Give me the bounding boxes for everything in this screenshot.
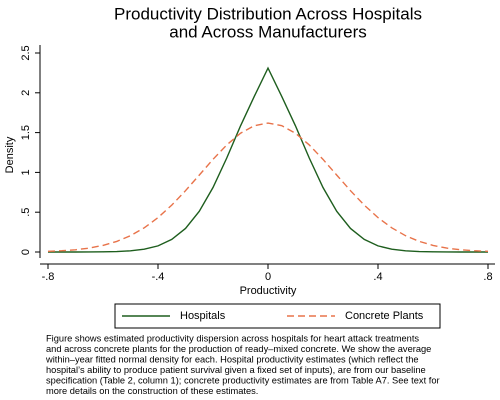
x-tick-label: -.4 <box>152 271 165 283</box>
y-tick-label: 1.5 <box>20 125 32 140</box>
x-tick-label: -.8 <box>42 271 55 283</box>
y-tick-label: 1 <box>20 169 32 175</box>
x-axis-label: Productivity <box>240 285 297 297</box>
caption-line: and across concrete plants for the produ… <box>46 344 431 354</box>
data-line <box>48 66 488 253</box>
x-tick-label: .8 <box>483 271 492 283</box>
legend-box <box>114 303 441 329</box>
caption-line: Figure shows estimated productivity disp… <box>46 333 419 343</box>
caption-line: specification (Table 2, column 1); concr… <box>46 375 440 385</box>
y-axis-label: Density <box>4 136 16 173</box>
chart-title: and Across Manufacturers <box>169 22 366 41</box>
y-tick-label: 0 <box>20 249 32 255</box>
data-line <box>47 122 489 253</box>
caption-line: more details on the construction of thes… <box>46 386 258 396</box>
caption-line: hospital’s ability to produce patient su… <box>46 365 426 375</box>
x-tick-label: 0 <box>265 271 271 283</box>
legend-label: Hospitals <box>180 310 226 322</box>
y-tick-label: .5 <box>20 208 32 217</box>
x-tick-label: .4 <box>373 271 382 283</box>
y-tick-label: 2.5 <box>20 45 32 60</box>
y-tick-label: 2 <box>20 90 32 96</box>
caption-line: within–year fitted normal density for ea… <box>45 354 419 364</box>
legend-label: Concrete Plants <box>345 310 424 322</box>
chart-title: Productivity Distribution Across Hospita… <box>114 4 422 23</box>
